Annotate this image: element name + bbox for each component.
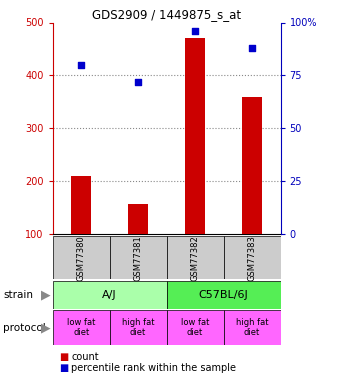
Text: A/J: A/J (102, 290, 117, 300)
Bar (224, 236, 280, 279)
Text: ▶: ▶ (41, 288, 51, 301)
Text: GSM77383: GSM77383 (248, 235, 256, 281)
Bar (167, 236, 224, 279)
Text: percentile rank within the sample: percentile rank within the sample (71, 363, 236, 373)
Bar (224, 310, 280, 345)
Text: low fat
diet: low fat diet (181, 318, 209, 337)
Text: strain: strain (3, 290, 33, 300)
Bar (167, 280, 280, 309)
Bar (53, 236, 109, 279)
Bar (53, 280, 167, 309)
Text: protocol: protocol (3, 322, 46, 333)
Text: ▶: ▶ (41, 321, 51, 334)
Text: high fat
diet: high fat diet (122, 318, 154, 337)
Text: high fat
diet: high fat diet (236, 318, 268, 337)
Point (249, 45, 255, 51)
Text: ■: ■ (59, 352, 69, 362)
Text: GSM77380: GSM77380 (77, 235, 86, 280)
Bar (71, 176, 91, 234)
Point (135, 79, 141, 85)
Bar (167, 310, 224, 345)
Text: GSM77381: GSM77381 (134, 235, 142, 280)
Point (79, 62, 84, 68)
Text: ■: ■ (59, 363, 69, 373)
Bar (242, 97, 262, 234)
Bar (128, 204, 148, 234)
Bar (109, 310, 167, 345)
Bar (53, 310, 109, 345)
Title: GDS2909 / 1449875_s_at: GDS2909 / 1449875_s_at (92, 8, 241, 21)
Text: low fat
diet: low fat diet (67, 318, 95, 337)
Bar (185, 38, 205, 234)
Text: GSM77382: GSM77382 (191, 235, 200, 280)
Text: count: count (71, 352, 99, 362)
Point (192, 28, 198, 34)
Bar (109, 236, 167, 279)
Text: C57BL/6J: C57BL/6J (199, 290, 249, 300)
